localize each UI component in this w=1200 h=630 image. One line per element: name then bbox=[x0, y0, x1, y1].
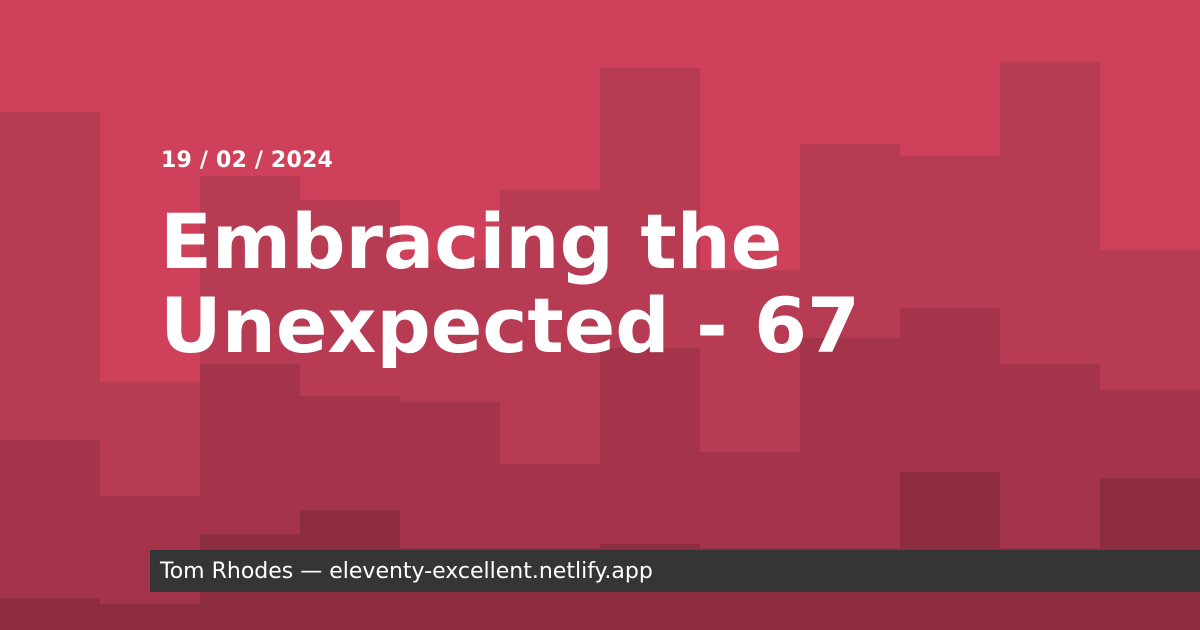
post-title: Embracing the Unexpected - 67 bbox=[160, 197, 860, 370]
site-url: eleventy-excellent.netlify.app bbox=[329, 558, 653, 584]
footer-separator: — bbox=[300, 558, 323, 584]
background-step bbox=[0, 598, 100, 630]
post-date: 19 / 02 / 2024 bbox=[161, 148, 333, 173]
footer-bar: Tom Rhodes — eleventy-excellent.netlify.… bbox=[150, 550, 1200, 592]
author-name: Tom Rhodes bbox=[160, 558, 294, 584]
background-step bbox=[100, 604, 200, 630]
